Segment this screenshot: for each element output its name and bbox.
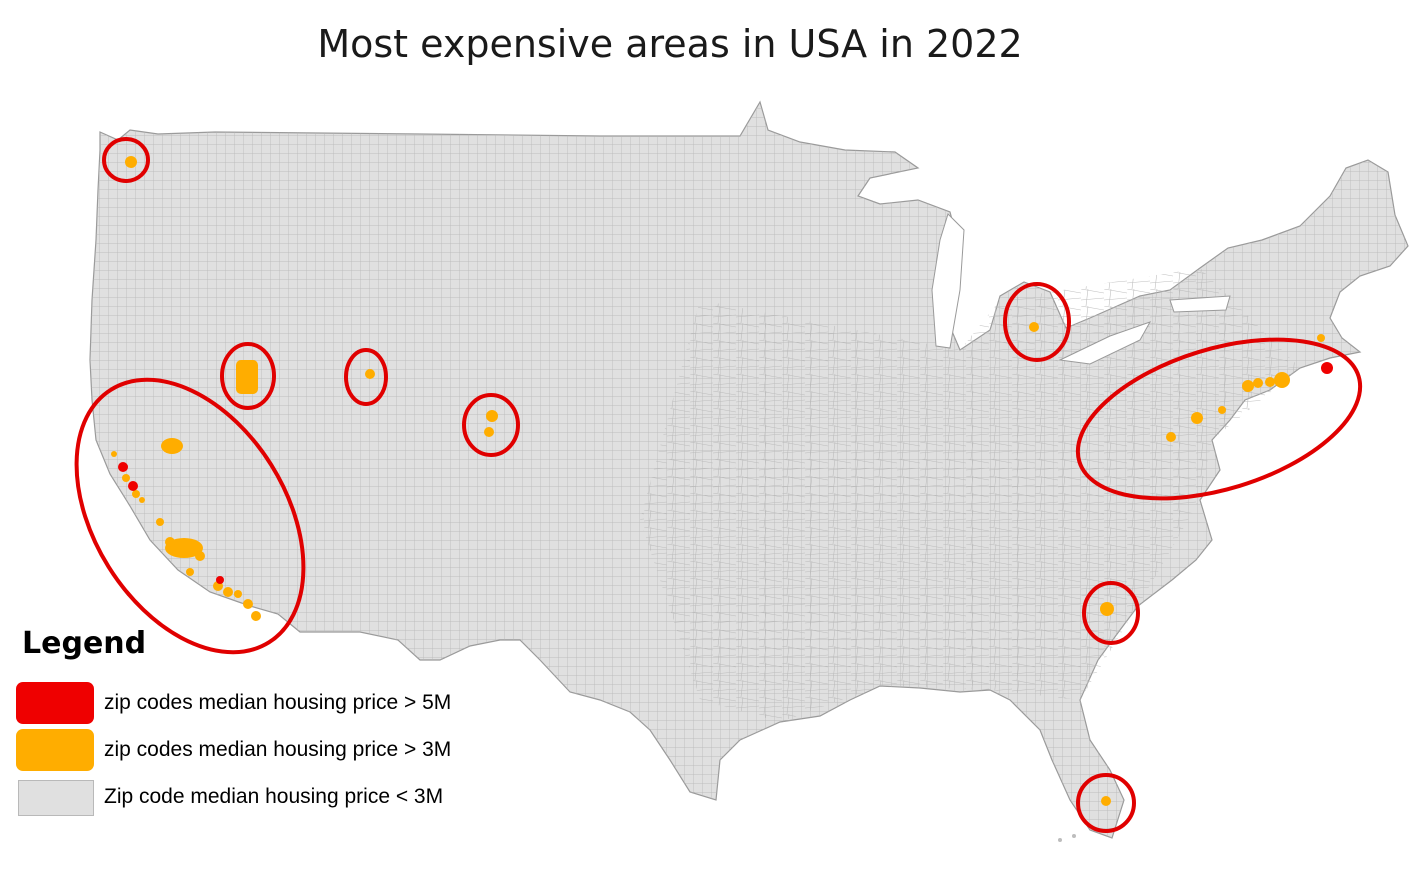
over-3m-zip-cluster-lake-tahoe bbox=[161, 438, 183, 454]
over-3m-zip-cluster-long-island bbox=[1265, 377, 1275, 387]
over-3m-zip-cluster-philadelphia bbox=[1242, 380, 1254, 392]
over-3m-zip-cluster-seattle bbox=[125, 156, 137, 168]
over-3m-zip-cluster-jackson-wy bbox=[236, 360, 258, 394]
over-3m-zip-cluster-la-east bbox=[195, 551, 205, 561]
over-3m-zip-cluster-la-south bbox=[186, 568, 194, 576]
legend-item-over-3m: zip codes median housing price > 3M bbox=[16, 729, 556, 771]
legend-item-over-5m: zip codes median housing price > 5M bbox=[16, 682, 556, 724]
over-3m-zip-cluster-denver bbox=[486, 410, 498, 422]
over-5m-zip-clusters bbox=[118, 362, 1333, 584]
over-3m-zip-cluster-bay-area-2 bbox=[122, 474, 130, 482]
over-3m-zip-cluster-central-coast bbox=[156, 518, 164, 526]
legend-item-under-3m: Zip code median housing price < 3M bbox=[16, 776, 556, 818]
over-3m-zip-cluster-new-jersey bbox=[1253, 378, 1263, 388]
highlight-ring-jackson-wy bbox=[220, 342, 276, 410]
highlight-ring-california bbox=[74, 377, 306, 655]
legend-label: zip codes median housing price > 3M bbox=[104, 738, 452, 761]
over-5m-zip-cluster-silicon-valley bbox=[128, 481, 138, 491]
florida-keys bbox=[1058, 838, 1062, 842]
highlight-rings bbox=[74, 137, 1363, 833]
over-3m-zip-cluster-virginia bbox=[1166, 432, 1176, 442]
legend: Legend zip codes median housing price > … bbox=[16, 624, 556, 824]
over-3m-zip-cluster-san-diego-2 bbox=[251, 611, 261, 621]
over-5m-zip-cluster-san-francisco bbox=[118, 462, 128, 472]
highlight-ring-charleston bbox=[1082, 581, 1140, 645]
lake-erie bbox=[1058, 321, 1152, 365]
highlight-ring-miami bbox=[1076, 773, 1136, 833]
over-3m-zip-cluster-la-west bbox=[165, 537, 175, 547]
over-3m-zip-cluster-orange-county-3 bbox=[234, 590, 242, 598]
over-3m-zip-cluster-denver-south bbox=[484, 427, 494, 437]
highlight-ring-northeast bbox=[1075, 337, 1363, 501]
highlight-ring-denver bbox=[462, 393, 520, 457]
legend-label: Zip code median housing price < 3M bbox=[104, 785, 444, 808]
highlight-ring-seattle bbox=[102, 137, 150, 183]
over-3m-zip-cluster-michigan bbox=[1029, 322, 1039, 332]
over-5m-zip-cluster-los-angeles bbox=[216, 576, 224, 584]
over-3m-zip-cluster-charleston bbox=[1100, 602, 1114, 616]
legend-swatch-red bbox=[16, 682, 94, 724]
lake-ontario bbox=[1169, 295, 1231, 313]
over-3m-zip-cluster-bay-area-1 bbox=[111, 451, 117, 457]
over-3m-zip-cluster-dc bbox=[1191, 412, 1203, 424]
legend-swatch-orange bbox=[16, 729, 94, 771]
legend-label: zip codes median housing price > 5M bbox=[104, 691, 452, 714]
over-3m-zip-cluster-boston bbox=[1317, 334, 1325, 342]
legend-title: Legend bbox=[22, 626, 147, 661]
over-3m-zip-cluster-orange-county-2 bbox=[223, 587, 233, 597]
over-3m-zip-cluster-maryland bbox=[1218, 406, 1226, 414]
lake-michigan bbox=[931, 213, 965, 349]
over-3m-zip-cluster-bay-area-4 bbox=[139, 497, 145, 503]
highlight-ring-michigan bbox=[1003, 282, 1071, 362]
over-3m-zip-cluster-park-city bbox=[365, 369, 375, 379]
over-5m-zip-cluster-nantucket bbox=[1321, 362, 1333, 374]
florida-keys bbox=[1072, 834, 1076, 838]
over-3m-zip-cluster-new-york bbox=[1274, 372, 1290, 388]
over-3m-zip-cluster-bay-area-3 bbox=[132, 490, 140, 498]
over-3m-zip-cluster-miami bbox=[1101, 796, 1111, 806]
over-3m-zip-clusters bbox=[111, 156, 1325, 806]
over-3m-zip-cluster-san-diego-1 bbox=[243, 599, 253, 609]
highlight-ring-park-city bbox=[344, 348, 388, 406]
map-title: Most expensive areas in USA in 2022 bbox=[317, 22, 1023, 66]
legend-swatch-gray bbox=[18, 780, 94, 816]
usa-landmass bbox=[89, 100, 1409, 842]
